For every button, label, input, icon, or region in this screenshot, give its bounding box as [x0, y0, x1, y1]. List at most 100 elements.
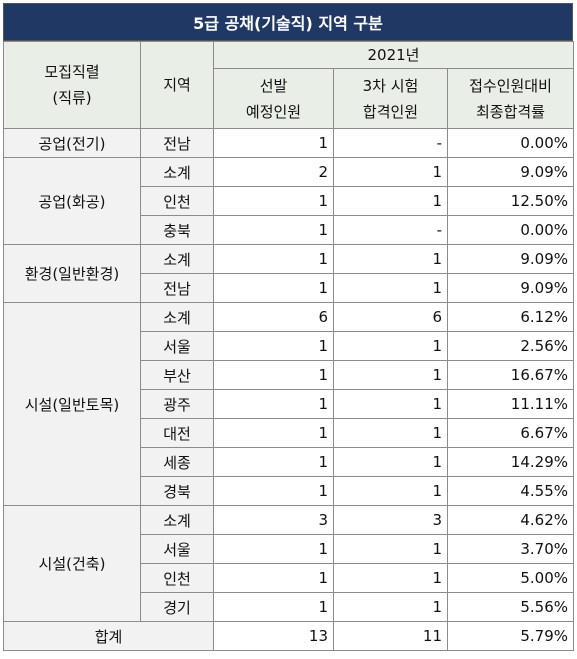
value-cell: 14.29%	[447, 447, 574, 477]
value-cell: 11.11%	[447, 389, 574, 419]
value-cell: 2.56%	[447, 331, 574, 361]
region: 부산	[140, 360, 214, 390]
region: 소계	[140, 302, 214, 332]
value-cell: 16.67%	[447, 360, 574, 390]
value-cell: 12.50%	[447, 186, 574, 216]
region: 소계	[140, 244, 214, 274]
table-row: 대전 1 1 6.67%	[4, 418, 574, 448]
value-cell: 4.62%	[447, 505, 574, 535]
value-cell: 1	[333, 389, 448, 419]
value-cell: 6.12%	[447, 302, 574, 332]
table-row: 경북 1 1 4.55%	[4, 476, 574, 506]
header-line: 선발	[259, 76, 288, 95]
value-cell: 1	[333, 534, 448, 564]
value-cell: 1	[213, 273, 334, 303]
value-cell: 1	[333, 418, 448, 448]
value-cell: 6.67%	[447, 418, 574, 448]
table-row: 서울 1 1 3.70%	[4, 534, 574, 564]
value-cell: 0.00%	[447, 128, 574, 158]
value-cell: 1	[333, 157, 448, 187]
table-row: 공업(화공) 소계 2 1 9.09%	[3, 157, 574, 245]
header-line: 모집직렬	[44, 63, 100, 81]
value-cell: 6	[213, 302, 334, 332]
region: 전남	[140, 273, 214, 303]
region: 충북	[140, 215, 214, 245]
value-cell: 1	[333, 244, 448, 274]
header-line: 예정인원	[245, 102, 302, 121]
header-line: (직류)	[52, 89, 92, 107]
region: 인천	[140, 563, 214, 593]
table-row: 부산 1 1 16.67%	[4, 360, 574, 390]
value-cell: 3	[333, 505, 448, 535]
value-cell: 1	[213, 244, 334, 274]
value-cell: 1	[333, 273, 448, 303]
value-cell: 1	[333, 186, 448, 216]
value-cell: 1	[213, 389, 334, 419]
value-cell: 1	[213, 447, 334, 477]
value-cell: 3	[213, 505, 334, 535]
value-cell: -	[333, 128, 448, 158]
header-region: 지역	[140, 41, 214, 129]
table-row: 경기 1 1 5.56%	[4, 592, 574, 622]
header-line: 합격인원	[362, 102, 419, 121]
table-title: 5급 공채(기술직) 지역 구분	[3, 3, 573, 41]
region: 서울	[140, 331, 214, 361]
value-cell: 1	[333, 360, 448, 390]
value-cell: 1	[333, 447, 448, 477]
header-line: 3차 시험	[362, 76, 419, 95]
region: 세종	[140, 447, 214, 477]
region: 인천	[140, 186, 214, 216]
value-cell: 2	[213, 157, 334, 187]
value-cell: 1	[333, 476, 448, 506]
page: 5급 공채(기술직) 지역 구분 모집직렬 (직류) 지역 2021년 선발 예정인…	[3, 3, 574, 651]
header-line: 접수인원대비	[469, 76, 552, 95]
table-row: 세종 1 1 14.29%	[4, 447, 574, 477]
value-cell: 5.00%	[447, 563, 574, 593]
value-cell: 1	[213, 215, 334, 245]
region: 경기	[140, 592, 214, 622]
value-cell: 6	[333, 302, 448, 332]
region: 대전	[140, 418, 214, 448]
table-row: 인천 1 1 12.50%	[4, 186, 574, 216]
value-cell: 9.09%	[447, 157, 574, 187]
total-row: 합계 13 11 5.79%	[3, 621, 574, 651]
region: 전남	[140, 128, 214, 158]
table-row: 전남 1 1 9.09%	[4, 273, 574, 303]
value-cell: 1	[213, 360, 334, 390]
total-value: 5.79%	[447, 621, 574, 651]
value-cell: 0.00%	[447, 215, 574, 245]
value-cell: 1	[213, 128, 334, 158]
header-group: 모집직렬 (직류)	[3, 41, 141, 129]
value-cell: 1	[213, 476, 334, 506]
value-cell: -	[333, 215, 448, 245]
group-name: 시설(일반토목)	[3, 302, 141, 506]
value-cell: 1	[213, 418, 334, 448]
region: 소계	[140, 157, 214, 187]
value-cell: 4.55%	[447, 476, 574, 506]
group-name: 공업(화공)	[3, 157, 141, 245]
region: 서울	[140, 534, 214, 564]
value-cell: 1	[333, 331, 448, 361]
total-value: 11	[333, 621, 448, 651]
group-name: 환경(일반환경)	[3, 244, 141, 303]
header-line: 최종합격률	[475, 102, 545, 121]
value-cell: 9.09%	[447, 273, 574, 303]
value-cell: 5.56%	[447, 592, 574, 622]
value-cell: 1	[333, 592, 448, 622]
group-name: 시설(건축)	[3, 505, 141, 622]
region-table: 모집직렬 (직류) 지역 2021년 선발 예정인원 3차 시험 합격인원 접수인원대비 최…	[3, 41, 574, 651]
table-row: 시설(건축) 소계 3 3 4.62%	[3, 505, 574, 622]
group-name: 공업(전기)	[3, 128, 141, 158]
value-cell: 1	[213, 186, 334, 216]
region: 소계	[140, 505, 214, 535]
value-cell: 3.70%	[447, 534, 574, 564]
total-value: 13	[213, 621, 334, 651]
value-cell: 1	[213, 563, 334, 593]
value-cell: 1	[213, 331, 334, 361]
table-row: 공업(전기) 전남 1-0.00%	[3, 128, 574, 158]
value-cell: 1	[333, 563, 448, 593]
value-cell: 1	[213, 534, 334, 564]
